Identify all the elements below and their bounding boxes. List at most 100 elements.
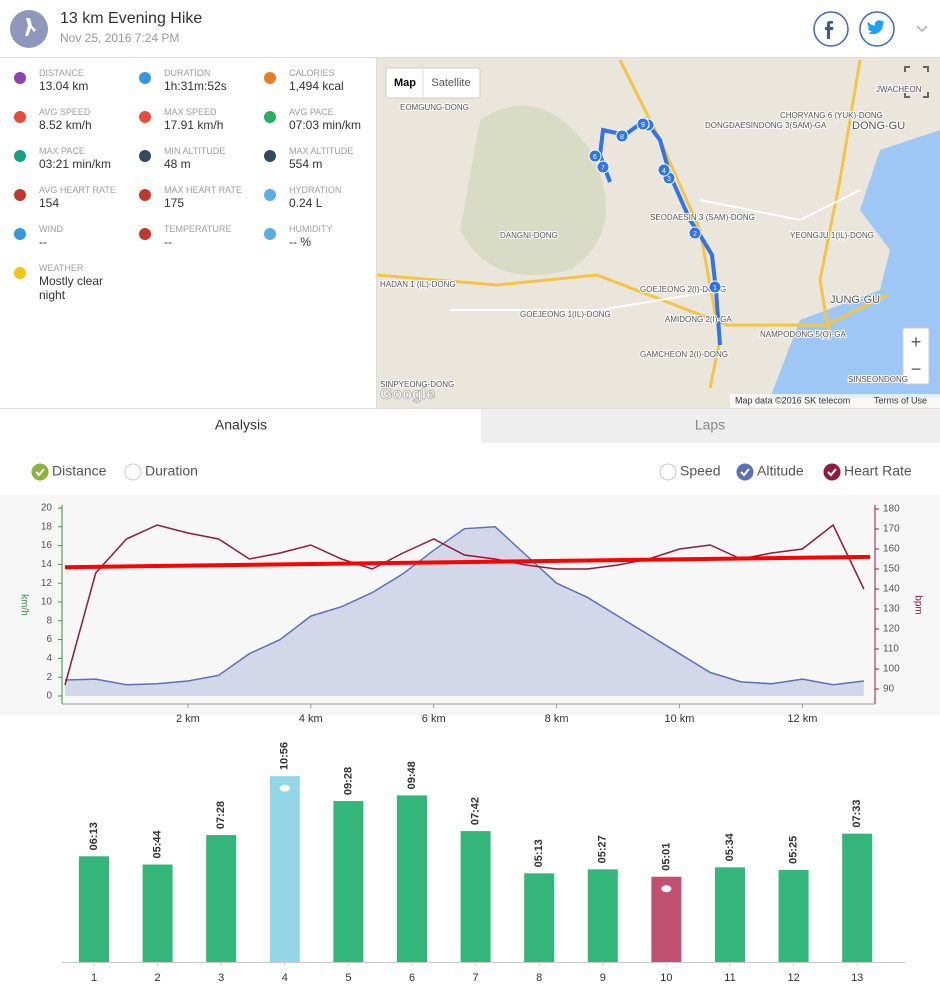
value-label: 07:33 bbox=[851, 800, 863, 828]
value-label: 05:01 bbox=[660, 843, 672, 871]
stat: MAX ALTITUDE 554 m bbox=[289, 146, 389, 171]
map-label: SINSEONDONG bbox=[848, 375, 908, 384]
stat-icon bbox=[264, 72, 276, 84]
stat-value: 17.91 km/h bbox=[164, 118, 224, 132]
toggle[interactable] bbox=[659, 463, 677, 481]
bar bbox=[778, 869, 809, 962]
x-tick-label: 9 bbox=[600, 972, 606, 984]
y2-tick-label: 150 bbox=[883, 564, 900, 575]
stat-icon bbox=[14, 189, 26, 201]
fast-icon bbox=[661, 885, 672, 893]
map-label: JWACHEON bbox=[876, 85, 922, 94]
toggle[interactable] bbox=[124, 463, 142, 481]
x-tick-label: 4 km bbox=[299, 713, 323, 725]
x-tick-label: 11 bbox=[724, 972, 735, 984]
toggle[interactable] bbox=[31, 463, 49, 481]
tab-active[interactable] bbox=[0, 408, 481, 443]
value-label: 05:44 bbox=[152, 830, 164, 859]
value-label: 05:34 bbox=[724, 832, 736, 861]
map-label: NAMPODONG 5(O)-GA bbox=[760, 330, 846, 339]
stat: AVG SPEED 8.52 km/h bbox=[39, 107, 139, 132]
toggle-label[interactable]: Altitude bbox=[757, 463, 804, 479]
map-label: DONG-GU bbox=[852, 120, 905, 132]
bar bbox=[842, 833, 873, 962]
y2-tick-label: 160 bbox=[883, 544, 900, 555]
marker-label: 8 bbox=[620, 134, 624, 141]
toggle-label[interactable]: Duration bbox=[145, 463, 198, 479]
map-label: GOEJEONG 1(IL)-DONG bbox=[520, 310, 611, 319]
y-tick-label: 2 bbox=[46, 672, 52, 683]
y-tick-label: 10 bbox=[41, 597, 53, 608]
series-line bbox=[64, 523, 865, 686]
x-tick-label: 5 bbox=[345, 972, 351, 984]
y-tick-label: 16 bbox=[41, 540, 53, 551]
bar bbox=[333, 801, 364, 962]
stat-value: 07:03 min/km bbox=[289, 118, 362, 132]
stat: AVG HEART RATE 154 bbox=[39, 185, 139, 210]
x-tick-label: 8 km bbox=[545, 713, 569, 725]
stat-value: 1,494 kcal bbox=[289, 79, 344, 93]
toggle[interactable] bbox=[736, 463, 754, 481]
zoom-control bbox=[902, 327, 930, 385]
marker-label: 6 bbox=[593, 154, 597, 161]
route-marker bbox=[596, 160, 610, 174]
stat-label: TEMPERATURE bbox=[164, 224, 232, 234]
tab-label[interactable]: Analysis bbox=[215, 417, 267, 433]
toggle[interactable] bbox=[823, 463, 841, 481]
stat-label: MAX SPEED bbox=[164, 107, 217, 117]
x-tick-label: 4 bbox=[282, 972, 288, 984]
chevron[interactable] bbox=[916, 25, 928, 33]
toggle-label[interactable]: Speed bbox=[680, 463, 720, 479]
toggle-label[interactable]: Heart Rate bbox=[844, 463, 912, 479]
stat-label: WIND bbox=[39, 224, 63, 234]
stat-value: 8.52 km/h bbox=[39, 118, 92, 132]
tab-label[interactable]: Laps bbox=[695, 417, 725, 433]
y-axis-label: km/h bbox=[18, 594, 29, 616]
value-label: 05:25 bbox=[788, 836, 800, 864]
y2-axis-label: bpm bbox=[912, 595, 923, 614]
stat-value: -- bbox=[164, 235, 172, 249]
stat-icon bbox=[139, 150, 151, 162]
y2-tick-label: 110 bbox=[883, 644, 899, 655]
marker-label: 2 bbox=[693, 231, 697, 238]
terms-link[interactable]: Terms of Use bbox=[874, 395, 927, 405]
value-label: 05:13 bbox=[533, 839, 545, 867]
stat-label: MAX ALTITUDE bbox=[289, 146, 354, 156]
y-tick-label: 20 bbox=[41, 503, 53, 514]
map-label: SINPYEONG-DONG bbox=[380, 380, 454, 389]
stat-value: 154 bbox=[39, 196, 60, 210]
stat: MAX SPEED 17.91 km/h bbox=[164, 107, 264, 132]
x-tick-label: 10 km bbox=[665, 713, 695, 725]
road bbox=[450, 189, 861, 311]
stat-value: 13.04 km bbox=[39, 79, 89, 93]
map[interactable]: Map Satellite EOMGUNG-DONG DANGNI-DONG DONGD… bbox=[376, 58, 940, 408]
map-label: EOMGUNG-DONG bbox=[400, 103, 469, 112]
zoom-in[interactable]: + bbox=[911, 332, 922, 352]
value-label: 05:27 bbox=[597, 835, 609, 863]
x-tick-label: 8 bbox=[536, 972, 542, 984]
check-icon bbox=[740, 468, 750, 477]
tab[interactable] bbox=[481, 408, 940, 443]
stat: WEATHER Mostly clear night bbox=[39, 263, 129, 302]
toggle-label[interactable]: Distance bbox=[52, 463, 107, 479]
park bbox=[460, 105, 606, 275]
map-label: GOEJEONG 2(I)-DONG bbox=[640, 285, 726, 294]
map-tab[interactable]: Map bbox=[394, 77, 416, 89]
stat: DURATION 1h:31m:52s bbox=[164, 68, 264, 93]
map-tab[interactable]: Satellite bbox=[431, 77, 470, 89]
x-tick-label: 6 km bbox=[422, 713, 446, 725]
facebook-icon bbox=[825, 21, 834, 39]
value-label: 07:42 bbox=[470, 797, 482, 825]
fullscreen-button[interactable] bbox=[904, 66, 929, 98]
route-marker bbox=[636, 117, 650, 131]
stat-value: 0.24 L bbox=[289, 196, 323, 210]
x-tick-label: 2 bbox=[155, 972, 161, 984]
x-tick-label: 7 bbox=[473, 972, 479, 984]
zoom-out[interactable]: − bbox=[911, 359, 922, 379]
check-icon bbox=[827, 468, 837, 477]
y-tick-label: 14 bbox=[41, 559, 53, 570]
bar bbox=[715, 867, 745, 962]
trend-line bbox=[64, 554, 871, 570]
